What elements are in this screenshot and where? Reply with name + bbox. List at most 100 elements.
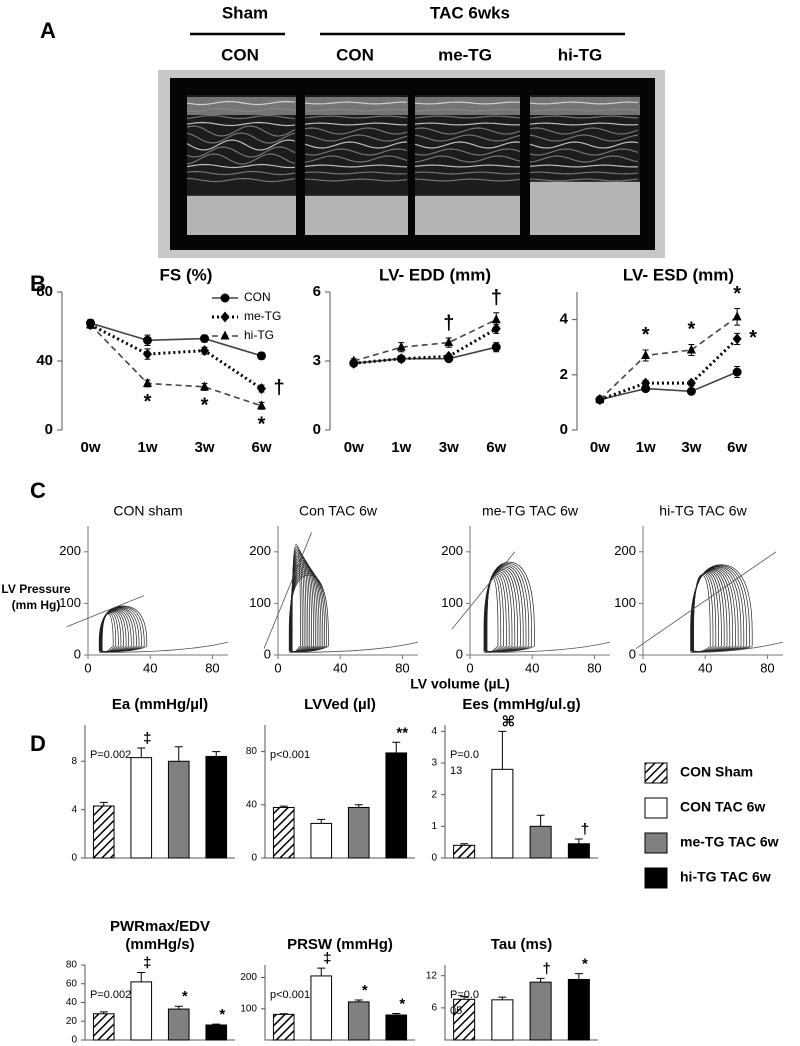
series-line: [90, 322, 262, 357]
p-value-note: P=0.002: [90, 989, 131, 1001]
echo-band: [415, 97, 520, 115]
echo-trace: [304, 122, 407, 126]
bar: [310, 975, 333, 1041]
chart-title: PWRmax/EDV: [110, 918, 210, 935]
error-bar: [212, 751, 221, 757]
bar: [92, 805, 115, 859]
x-tick-label: 6w: [251, 439, 271, 456]
error-bar: [317, 967, 326, 976]
marker: [686, 377, 696, 389]
echo-trace: [414, 171, 521, 175]
echo-trace: [304, 171, 408, 175]
chart-title: LVVed (µl): [304, 696, 376, 713]
y-tick-label: 3: [313, 352, 321, 369]
marker: [732, 333, 742, 345]
echo-trace: [304, 178, 408, 182]
echo-trace: [186, 100, 296, 106]
y-tick-label: 200: [614, 543, 636, 558]
column-label: me-TG: [438, 45, 492, 64]
column-label: CON: [336, 45, 374, 64]
y-tick-label: 100: [249, 595, 271, 610]
p-value-note: P=0.002: [90, 749, 131, 761]
y-tick-label: 200: [441, 543, 463, 558]
annotation: *: [258, 414, 266, 436]
echo-trace: [186, 163, 296, 169]
x-tick-label: 40: [333, 660, 347, 675]
y-tick-label: 0: [251, 853, 257, 864]
annotation: †: [443, 312, 454, 334]
y-tick-label: 100: [59, 595, 81, 610]
echo-trace: [186, 177, 296, 183]
significance-symbol: †: [542, 960, 550, 977]
chart-title: (mmHg/s): [125, 936, 194, 953]
error-bar: [536, 977, 545, 983]
y-tick-label: 0: [45, 421, 53, 438]
chart-title: Tau (ms): [491, 936, 552, 953]
annotation: †: [274, 377, 285, 399]
y-tick-label: 0: [560, 421, 568, 438]
chart-title: Ea (mmHg/µl): [112, 696, 208, 713]
x-tick-label: 1w: [391, 439, 411, 456]
echo-band: [530, 97, 640, 115]
echo-trace: [529, 134, 639, 142]
y-tick-label: 0: [629, 646, 636, 661]
x-tick-label: 0w: [590, 439, 610, 456]
bar: [453, 998, 476, 1041]
group-label: Sham: [222, 3, 268, 22]
significance-symbol: *: [182, 988, 188, 1005]
significance-symbol: †: [581, 821, 589, 838]
y-tick-label: 12: [426, 970, 438, 981]
bar: [130, 981, 153, 1041]
series-line: [353, 327, 498, 365]
echo-band: [305, 97, 408, 115]
marker: [595, 394, 605, 404]
marker: [396, 353, 406, 365]
marker: [686, 344, 696, 354]
p-value-note: 13: [450, 765, 462, 777]
significance-symbol: *: [219, 1006, 225, 1023]
bar: [567, 843, 590, 859]
y-tick-label: 80: [36, 283, 53, 300]
marker: [86, 319, 95, 329]
marker: [491, 342, 501, 352]
y-tick-label: 40: [66, 997, 78, 1008]
error-bar: [317, 818, 326, 824]
bar: [347, 1001, 370, 1041]
echo-band: [415, 195, 520, 235]
y-tick-label: 6: [431, 1002, 437, 1013]
marker: [200, 381, 209, 391]
echo-trace: [414, 178, 521, 182]
annotation: *: [201, 395, 209, 417]
chart-title: me-TG TAC 6w: [482, 503, 579, 519]
espvr-line: [635, 551, 777, 649]
echo-trace: [529, 115, 639, 119]
legend-swatch: [644, 867, 668, 889]
chart-title: LV- EDD (mm): [379, 265, 491, 284]
bar: [529, 825, 552, 859]
annotation: *: [687, 319, 695, 341]
bar: [310, 822, 333, 859]
column-label: CON: [221, 45, 259, 64]
y-tick-label: 200: [59, 543, 81, 558]
marker: [641, 377, 651, 389]
echo-trace: [414, 108, 521, 112]
x-tick-label: 40: [525, 660, 539, 675]
marker: [257, 400, 266, 410]
axis-line: [87, 526, 228, 656]
x-tick-label: 6w: [727, 439, 747, 456]
p-value-note: 05: [450, 1005, 462, 1017]
marker: [444, 337, 454, 347]
echo-trace: [186, 107, 296, 113]
chart-title: LV- ESD (mm): [623, 265, 734, 284]
marker: [143, 348, 152, 360]
edpvr-line: [690, 641, 784, 653]
annotation: *: [733, 283, 741, 305]
echo-band: [187, 195, 296, 235]
series-line: [599, 371, 738, 401]
significance-symbol: *: [362, 982, 368, 999]
echo-trace: [529, 122, 639, 126]
y-axis-label: (mm Hg): [12, 598, 61, 612]
significance-symbol: *: [582, 956, 588, 973]
panel-label: A: [40, 18, 56, 43]
y-tick-label: 4: [431, 726, 437, 737]
